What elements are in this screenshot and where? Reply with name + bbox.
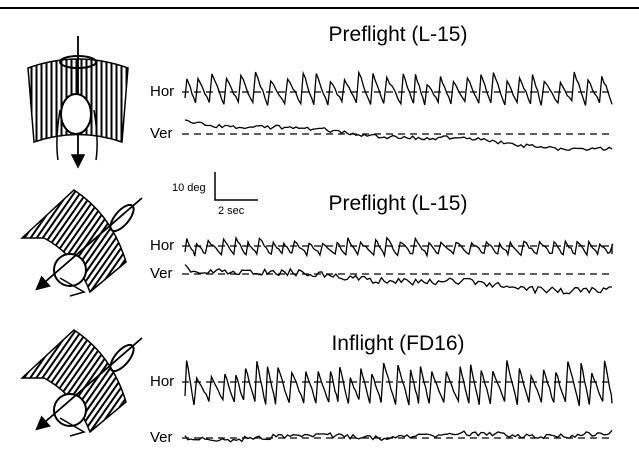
panel-1-title: Preflight (L-15)	[329, 23, 468, 46]
scale-bar-horizontal-label: 2 sec	[218, 205, 245, 217]
panel-3-hor-trace	[184, 360, 613, 406]
panel-2-hor-label: Hor	[150, 237, 174, 254]
panel-2-title: Preflight (L-15)	[329, 192, 468, 215]
vertical-axis-rotating-drum-icon	[27, 36, 129, 169]
panel-3-ver-label: Ver	[150, 429, 173, 446]
panel-3-ver-trace	[184, 429, 613, 443]
panel-2-ver-trace	[184, 264, 612, 295]
panel-1-hor-label: Hor	[150, 83, 174, 100]
tilted-axis-rotating-drum-icon	[20, 329, 143, 437]
panel-2-hor-trace	[184, 235, 614, 258]
scale-bar-vertical-label: 10 deg	[172, 182, 206, 194]
panel-1-hor-trace	[184, 70, 613, 106]
panel-3: Inflight (FD16) Hor Ver	[20, 329, 613, 446]
panel-1-ver-label: Ver	[150, 125, 173, 142]
panel-3-hor-label: Hor	[150, 373, 174, 390]
tilted-axis-rotating-drum-icon	[20, 189, 143, 297]
panel-2-ver-label: Ver	[150, 265, 173, 282]
scale-bar: 10 deg 2 sec	[172, 172, 258, 217]
panel-1: Preflight (L-15) Hor Ver	[27, 23, 613, 169]
top-rule	[0, 7, 639, 9]
panel-2: Preflight (L-15) Hor Ver	[20, 189, 614, 297]
panel-3-title: Inflight (FD16)	[331, 332, 464, 355]
panel-1-ver-trace	[184, 119, 613, 152]
